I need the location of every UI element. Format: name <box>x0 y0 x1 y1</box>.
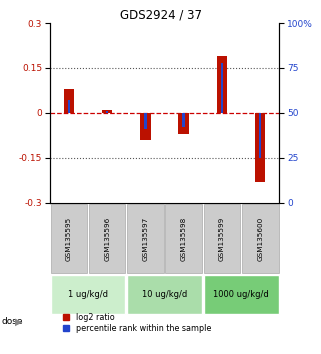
Bar <box>67 101 70 113</box>
Bar <box>89 204 126 273</box>
Bar <box>242 204 279 273</box>
Bar <box>182 113 185 127</box>
Bar <box>221 63 223 113</box>
Bar <box>106 111 108 113</box>
Bar <box>255 113 265 182</box>
Text: GSM135600: GSM135600 <box>257 217 263 261</box>
Bar <box>144 113 147 129</box>
Text: GSM135597: GSM135597 <box>143 217 148 261</box>
Text: GDS2924 / 37: GDS2924 / 37 <box>119 9 202 22</box>
Legend: log2 ratio, percentile rank within the sample: log2 ratio, percentile rank within the s… <box>63 313 211 333</box>
Text: GSM135599: GSM135599 <box>219 217 225 261</box>
Bar <box>102 110 112 113</box>
Text: GSM135596: GSM135596 <box>104 217 110 261</box>
Text: 10 ug/kg/d: 10 ug/kg/d <box>142 290 187 299</box>
Text: 1000 ug/kg/d: 1000 ug/kg/d <box>213 290 269 299</box>
Bar <box>165 204 202 273</box>
Text: dose: dose <box>2 317 23 326</box>
Bar <box>127 275 202 314</box>
Bar <box>50 204 87 273</box>
Text: ▶: ▶ <box>15 316 23 326</box>
Bar <box>64 89 74 113</box>
Bar <box>50 275 126 314</box>
Bar <box>127 204 164 273</box>
Bar <box>140 113 151 140</box>
Bar <box>178 113 189 134</box>
Bar <box>259 113 262 158</box>
Text: GSM135595: GSM135595 <box>66 217 72 261</box>
Bar <box>217 56 227 113</box>
Text: GSM135598: GSM135598 <box>181 217 187 261</box>
Bar <box>204 204 240 273</box>
Bar <box>204 275 279 314</box>
Text: 1 ug/kg/d: 1 ug/kg/d <box>68 290 108 299</box>
